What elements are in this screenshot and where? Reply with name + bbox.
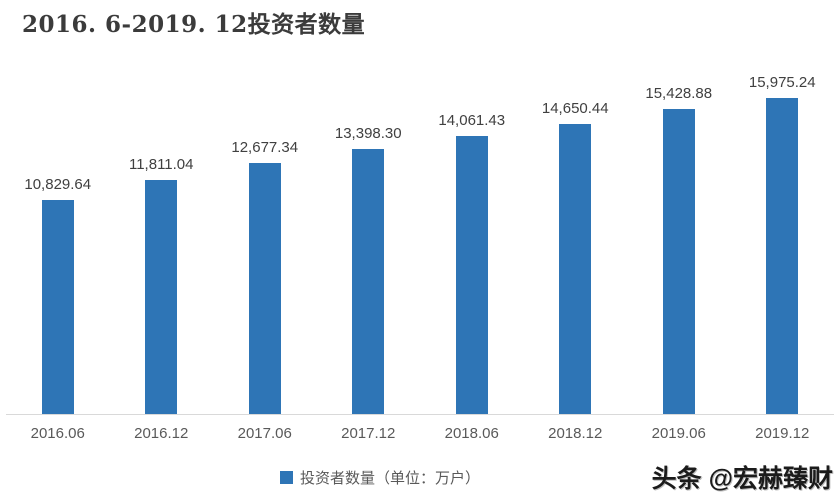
bar-slot: 14,650.44 <box>524 56 628 414</box>
bar <box>145 180 178 414</box>
bar <box>352 149 385 414</box>
bar-slot: 11,811.04 <box>110 56 214 414</box>
x-tick-label: 2018.12 <box>548 425 603 442</box>
x-tick-label: 2016.06 <box>30 425 85 442</box>
legend: 投资者数量（单位：万户） <box>0 467 760 488</box>
x-tick-label: 2018.06 <box>444 425 499 442</box>
plot-area: 10,829.64 11,811.04 12,677.34 13,398.30 14,0… <box>6 56 834 415</box>
bar-value-label: 15,975.24 <box>748 74 816 91</box>
bar-value-label: 13,398.30 <box>334 125 402 142</box>
bar-value-label: 14,650.44 <box>541 100 609 117</box>
bar-slot: 15,428.88 <box>627 56 731 414</box>
x-tick-label: 2019.12 <box>755 425 810 442</box>
bar <box>766 98 799 414</box>
bar-slot: 14,061.43 <box>420 56 524 414</box>
legend-swatch-icon <box>279 471 293 484</box>
bar-slot: 10,829.64 <box>6 56 110 414</box>
bar-value-label: 12,677.34 <box>231 139 299 156</box>
bar <box>662 109 695 414</box>
x-tick-label: 2017.06 <box>237 425 292 442</box>
bar <box>455 136 488 414</box>
bar-value-label: 10,829.64 <box>24 176 92 193</box>
x-axis-labels: 2016.06 2016.12 2017.06 2017.12 2018.06 2018.… <box>6 416 834 442</box>
watermark: 头条 @宏赫臻财 <box>651 465 833 493</box>
bar <box>248 163 281 414</box>
bar <box>559 124 592 414</box>
bar-value-label: 14,061.43 <box>438 112 506 129</box>
bar-value-label: 11,811.04 <box>128 156 194 173</box>
x-tick-label: 2017.12 <box>341 425 396 442</box>
x-tick-label: 2019.06 <box>651 425 706 442</box>
bar-slot: 12,677.34 <box>213 56 317 414</box>
bar-slot: 13,398.30 <box>317 56 421 414</box>
bar-slot: 15,975.24 <box>731 56 835 414</box>
bar <box>41 200 74 414</box>
legend-label: 投资者数量（单位：万户） <box>299 470 480 487</box>
bar-value-label: 15,428.88 <box>645 85 713 102</box>
x-tick-label: 2016.12 <box>134 425 189 442</box>
chart-title: 2016. 6-2019. 12投资者数量 <box>22 11 366 38</box>
